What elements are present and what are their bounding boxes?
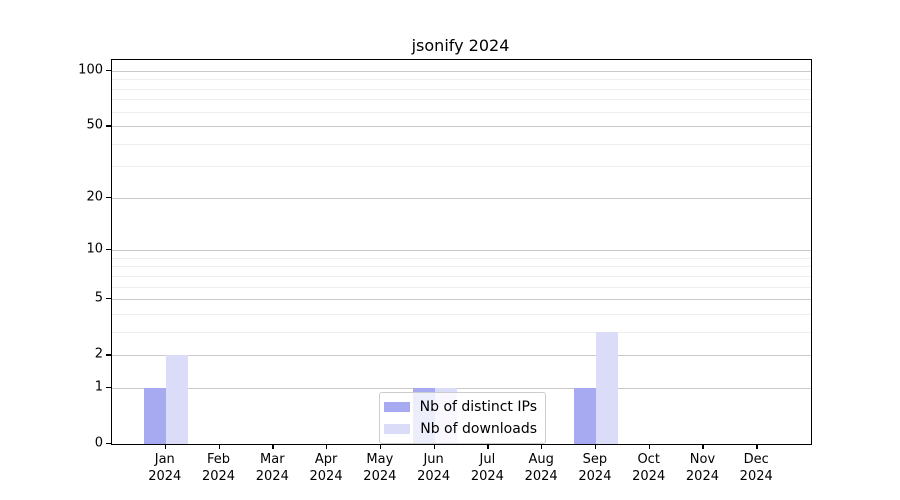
y-tick-label-5: 5: [94, 290, 103, 306]
x-tick-label-nov: Nov 2024: [685, 452, 719, 484]
legend-swatch-distinct-ips: [383, 402, 410, 412]
chart-title: jsonify 2024: [411, 36, 510, 55]
y-tick-mark: [106, 196, 111, 199]
gridline-major: [112, 299, 811, 301]
bar-distinct-ips-jan: [143, 387, 166, 444]
legend-item-downloads: Nb of downloads: [384, 420, 537, 438]
gridline-minor: [112, 99, 811, 101]
legend-label-downloads: Nb of downloads: [420, 421, 537, 437]
y-tick-label-2: 2: [94, 346, 103, 362]
y-tick-label-20: 20: [86, 189, 103, 205]
x-tick-label-jul: Jul 2024: [470, 452, 504, 484]
gridline-minor: [112, 88, 811, 90]
gridline-major: [112, 387, 811, 389]
x-tick-mark: [218, 444, 220, 449]
y-tick-mark: [106, 386, 111, 389]
gridline-minor: [112, 257, 811, 259]
gridline-minor: [112, 143, 811, 145]
y-tick-label-0: 0: [94, 435, 103, 451]
gridline-minor: [112, 266, 811, 268]
y-tick-mark: [106, 125, 111, 127]
x-tick-mark: [272, 444, 274, 449]
gridline-major: [112, 355, 811, 357]
y-tick-mark: [106, 354, 111, 356]
legend-item-distinct-ips: Nb of distinct IPs: [383, 398, 537, 416]
gridline-minor: [112, 79, 811, 81]
y-tick-label-50: 50: [86, 117, 103, 133]
bar-downloads-sep: [595, 331, 618, 444]
x-tick-label-apr: Apr 2024: [309, 452, 343, 484]
gridline-minor: [112, 275, 811, 277]
x-tick-mark: [326, 444, 328, 449]
x-tick-mark: [756, 444, 758, 449]
x-tick-label-aug: Aug 2024: [524, 452, 558, 484]
x-tick-label-dec: Dec 2024: [739, 452, 773, 484]
plot-area: Nb of distinct IPs Nb of downloads: [111, 59, 812, 445]
x-tick-mark: [541, 444, 543, 449]
x-tick-mark: [487, 444, 489, 449]
x-tick-label-feb: Feb 2024: [201, 452, 236, 484]
x-tick-label-oct: Oct 2024: [632, 452, 666, 484]
y-tick-mark: [106, 249, 111, 251]
x-tick-label-mar: Mar 2024: [255, 452, 289, 484]
gridline-minor: [112, 286, 811, 288]
x-tick-mark: [164, 444, 167, 449]
x-tick-label-jan: Jan 2024: [148, 452, 182, 484]
legend: Nb of distinct IPs Nb of downloads: [379, 392, 546, 444]
y-tick-label-10: 10: [86, 241, 103, 257]
x-tick-label-sep: Sep 2024: [578, 452, 612, 484]
gridline-major: [112, 250, 811, 252]
y-tick-mark: [106, 298, 111, 300]
legend-swatch-downloads: [384, 424, 411, 434]
x-tick-mark: [648, 444, 650, 449]
gridline-major: [112, 71, 811, 72]
legend-label-distinct-ips: Nb of distinct IPs: [419, 399, 537, 415]
x-tick-mark: [702, 444, 704, 449]
y-tick-mark: [106, 443, 111, 445]
x-tick-mark: [379, 444, 382, 449]
gridline-major: [112, 126, 811, 128]
gridline-minor: [112, 111, 811, 113]
x-tick-label-may: May 2024: [363, 452, 397, 484]
gridline-major: [112, 197, 811, 199]
gridline-minor: [112, 331, 811, 333]
y-tick-label-1: 1: [94, 379, 103, 395]
gridline-minor: [112, 166, 811, 168]
bar-distinct-ips-sep: [573, 387, 596, 444]
x-tick-mark: [433, 444, 435, 449]
y-tick-mark: [106, 70, 111, 72]
x-tick-mark: [594, 444, 597, 449]
bar-downloads-jan: [165, 355, 188, 444]
y-tick-label-100: 100: [78, 62, 103, 78]
x-tick-label-jun: Jun 2024: [417, 452, 451, 484]
gridline-minor: [112, 313, 811, 315]
